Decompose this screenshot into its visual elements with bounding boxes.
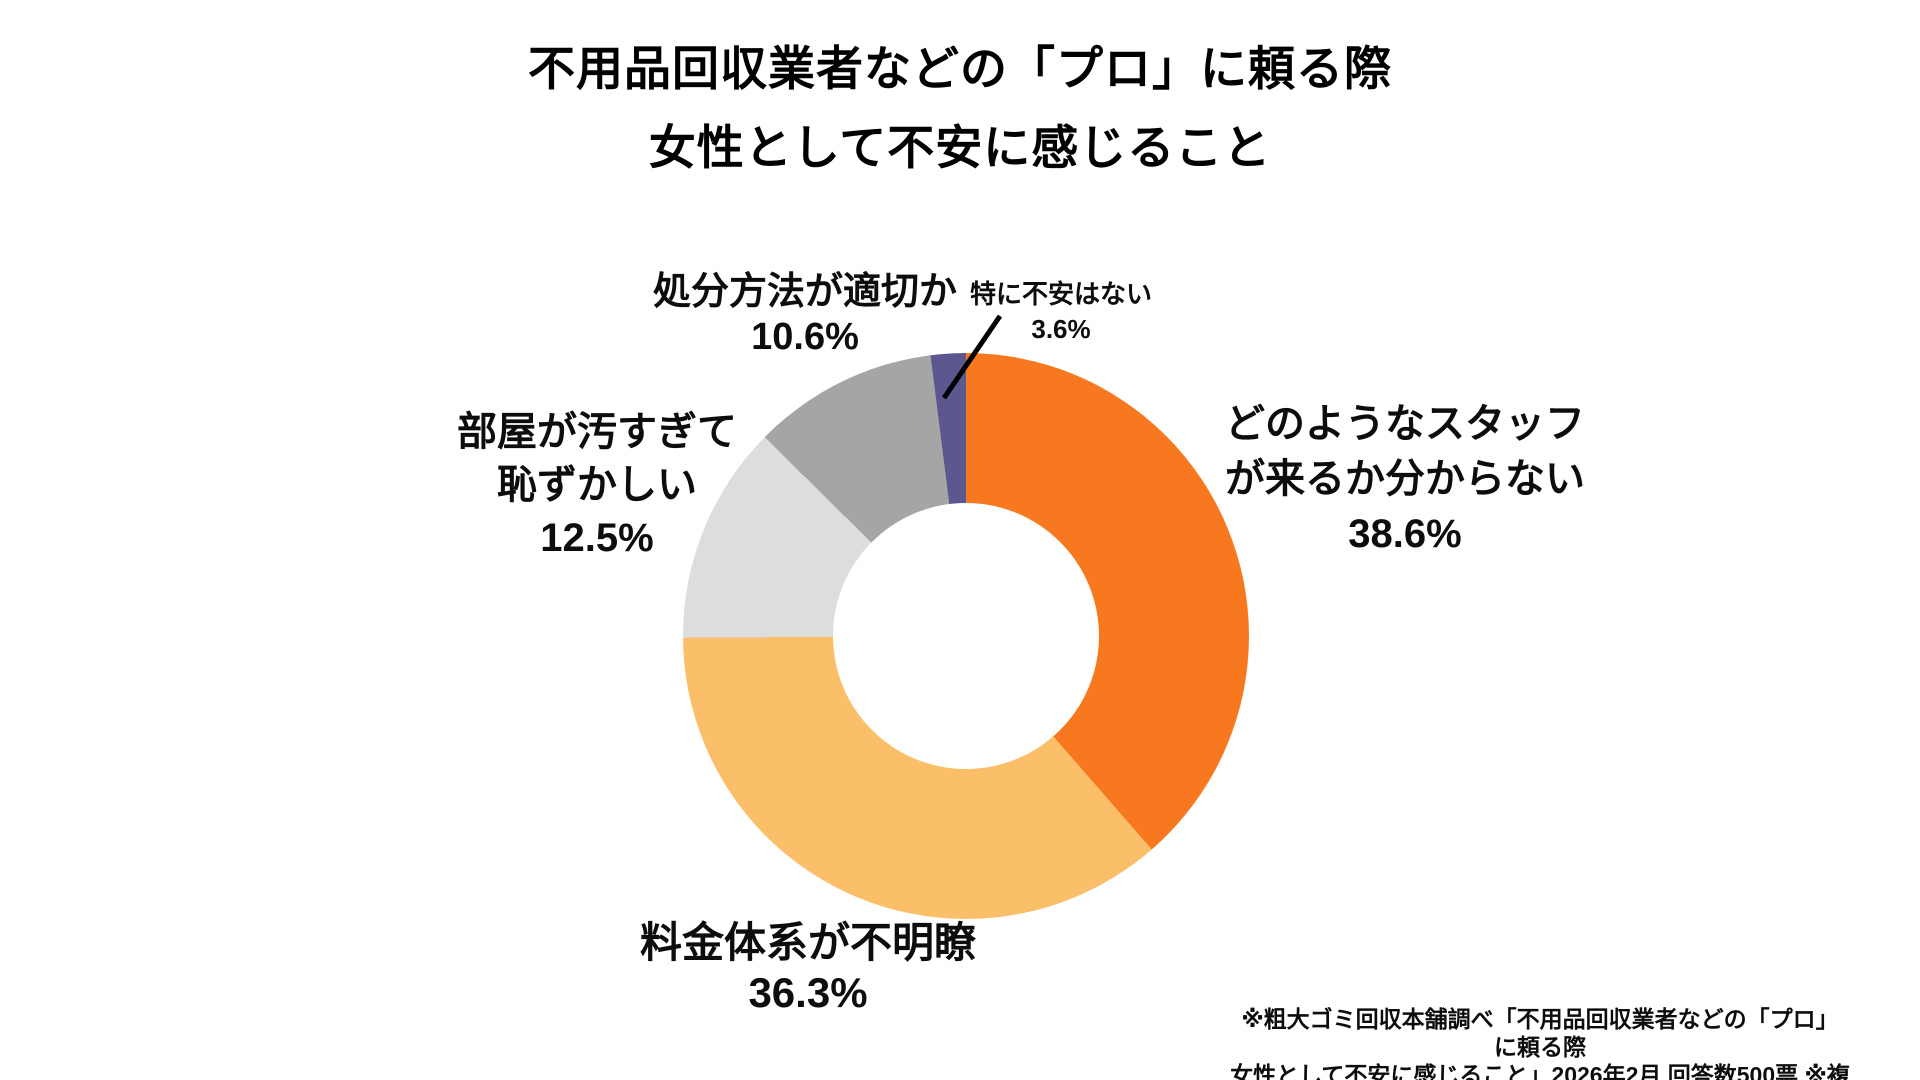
- chart-title-line2: 女性として不安に感じること: [648, 121, 1272, 174]
- slice-label-room-text1: 部屋が汚すぎて: [457, 410, 737, 454]
- slice-label-room: 部屋が汚すぎて 恥ずかしい 12.5%: [397, 406, 797, 565]
- slice-label-disposal-text: 処分方法が適切か: [652, 271, 957, 313]
- slice-label-room-text2: 恥ずかしい: [497, 463, 697, 507]
- source-footnote-line1: ※粗大ゴミ回収本舗調べ「不用品回収業者などの「プロ」に頼る際: [1241, 1006, 1839, 1060]
- slice-label-nofear-text: 特に不安はない: [969, 279, 1152, 309]
- slice-label-price-text: 料金体系が不明瞭: [639, 919, 976, 966]
- slice-label-disposal: 処分方法が適切か 10.6%: [545, 270, 1065, 360]
- donut-chart: [683, 353, 1249, 919]
- slice-label-price: 料金体系が不明瞭 36.3%: [558, 918, 1058, 1018]
- chart-title: 不用品回収業者などの「プロ」に頼る際 女性として不安に感じること: [0, 29, 1920, 187]
- slice-label-room-pct: 12.5%: [540, 516, 654, 560]
- source-footnote-line2: 女性として不安に感じること」2026年2月 回答数500票 ※複数選択可: [1230, 1062, 1850, 1080]
- slice-label-staff-text2: が来るか分からない: [1225, 457, 1585, 501]
- slice-label-nofear-pct: 3.6%: [1031, 314, 1091, 344]
- slice-label-nofear: 特に不安はない 3.6%: [911, 277, 1211, 347]
- slice-label-disposal-pct: 10.6%: [751, 316, 859, 358]
- chart-title-line1: 不用品回収業者などの「プロ」に頼る際: [528, 42, 1392, 95]
- donut-hole: [833, 503, 1099, 769]
- slice-label-staff: どのようなスタッフ が来るか分からない 38.6%: [1140, 397, 1670, 562]
- slice-label-staff-text1: どのようなスタッフ: [1225, 402, 1585, 446]
- slice-label-price-pct: 36.3%: [748, 969, 868, 1016]
- source-footnote: ※粗大ゴミ回収本舗調べ「不用品回収業者などの「プロ」に頼る際 女性として不安に感…: [1230, 1005, 1850, 1080]
- slice-label-staff-pct: 38.6%: [1348, 512, 1462, 556]
